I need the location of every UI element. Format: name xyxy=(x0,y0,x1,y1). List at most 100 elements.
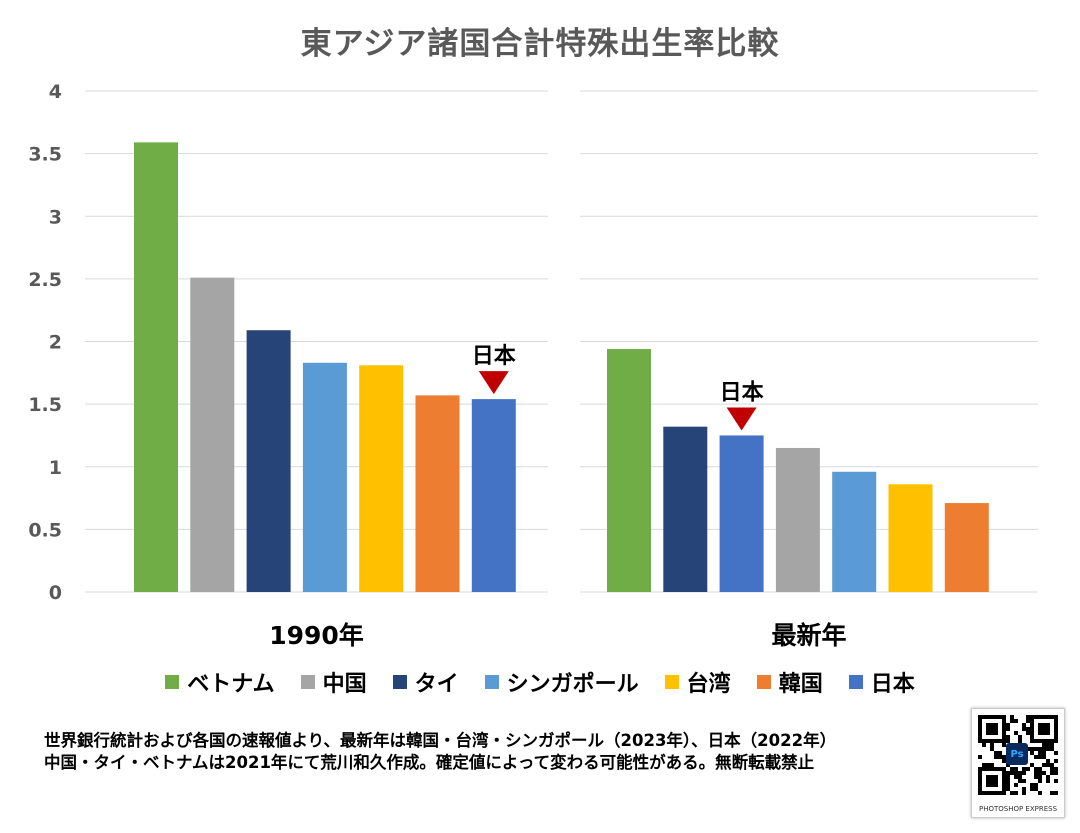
qr-module xyxy=(1018,779,1022,783)
y-tick-label: 3.5 xyxy=(28,144,62,166)
legend-item: タイ xyxy=(392,666,459,698)
qr-module xyxy=(1018,739,1022,743)
qr-module xyxy=(1038,755,1042,759)
source-note: 世界銀行統計および各国の速報値より、最新年は韓国・台湾・シンガポール（2023年… xyxy=(44,730,1044,774)
legend-swatch xyxy=(756,675,771,689)
legend-swatch xyxy=(165,675,180,689)
qr-module xyxy=(1038,751,1042,755)
qr-module xyxy=(982,763,986,767)
qr-module xyxy=(1050,763,1054,767)
group-label: 1990年 xyxy=(269,621,364,650)
qr-module xyxy=(1046,763,1050,767)
qr-module xyxy=(986,763,990,767)
qr-module xyxy=(1038,767,1042,771)
y-tick-label: 2.5 xyxy=(28,269,62,291)
qr-module xyxy=(1026,719,1030,723)
y-tick-label: 1.5 xyxy=(28,394,62,416)
qr-module xyxy=(1006,775,1010,779)
qr-module xyxy=(998,755,1002,759)
qr-module xyxy=(1046,743,1050,747)
qr-module xyxy=(1014,731,1018,735)
qr-module xyxy=(1026,767,1030,771)
source-note-line-1: 世界銀行統計および各国の速報値より、最新年は韓国・台湾・シンガポール（2023年… xyxy=(44,731,837,750)
y-tick-label: 4 xyxy=(49,81,62,103)
bar-latest-0 xyxy=(607,349,651,592)
qr-module xyxy=(1006,723,1010,727)
qr-module xyxy=(1010,771,1014,775)
qr-module xyxy=(1054,779,1058,783)
bar-latest-5 xyxy=(888,484,933,592)
qr-module xyxy=(1042,751,1046,755)
marker-label: 日本 xyxy=(720,380,764,405)
qr-module xyxy=(1034,747,1038,751)
qr-module xyxy=(1038,779,1042,783)
y-tick-label: 0.5 xyxy=(28,519,62,541)
qr-module xyxy=(982,743,986,747)
group-label: 最新年 xyxy=(771,621,846,650)
qr-module xyxy=(1054,767,1058,771)
qr-module xyxy=(1022,767,1026,771)
qr-module xyxy=(1030,783,1034,787)
legend-swatch xyxy=(848,675,863,689)
legend-swatch xyxy=(664,675,679,689)
qr-module xyxy=(1022,723,1026,727)
qr-module xyxy=(1030,763,1034,767)
qr-module xyxy=(1042,747,1046,751)
bar-1990-2 xyxy=(246,330,291,592)
qr-module xyxy=(1042,763,1046,767)
legend-label: ベトナム xyxy=(187,672,275,697)
legend-item: 台湾 xyxy=(664,666,731,698)
legend-item: 日本 xyxy=(848,666,915,698)
qr-module xyxy=(1010,719,1014,723)
marker-label: 日本 xyxy=(472,344,516,369)
qr-module xyxy=(1038,747,1042,751)
bar-latest-2 xyxy=(719,435,764,592)
qr-module xyxy=(1006,771,1010,775)
qr-module xyxy=(1002,755,1006,759)
qr-module xyxy=(1010,767,1014,771)
qr-module xyxy=(1002,743,1006,747)
legend-item: ベトナム xyxy=(165,666,275,698)
bar-latest-1 xyxy=(663,426,708,592)
qr-module xyxy=(1014,791,1018,795)
qr-module xyxy=(1014,719,1018,723)
photoshop-express-icon: Ps xyxy=(1006,743,1028,765)
qr-module xyxy=(1038,775,1042,779)
legend-swatch xyxy=(392,675,407,689)
qr-code-icon xyxy=(978,715,1058,795)
qr-module xyxy=(1022,779,1026,783)
qr-module xyxy=(1022,787,1026,791)
qr-module xyxy=(1006,739,1010,743)
y-tick-label: 0 xyxy=(49,582,62,604)
qr-module xyxy=(1026,715,1030,719)
qr-module xyxy=(1014,767,1018,771)
qr-module xyxy=(1034,787,1038,791)
qr-module xyxy=(1054,791,1058,795)
marker-arrow-icon xyxy=(478,371,509,395)
legend-item: 中国 xyxy=(300,666,367,698)
qr-module xyxy=(1034,783,1038,787)
qr-module xyxy=(1018,771,1022,775)
legend-label: タイ xyxy=(414,672,459,697)
qr-module xyxy=(986,775,998,787)
qr-module xyxy=(1046,775,1050,779)
bar-1990-3 xyxy=(302,362,347,592)
qr-module xyxy=(1034,775,1038,779)
qr-code-badge[interactable]: Ps PHOTOSHOP EXPRESS xyxy=(971,708,1065,818)
marker-arrow-icon xyxy=(726,407,757,431)
qr-module xyxy=(1038,771,1042,775)
qr-module xyxy=(1002,759,1006,763)
qr-module xyxy=(1010,791,1014,795)
legend-label: シンガポール xyxy=(506,672,639,697)
qr-module xyxy=(1026,731,1030,735)
y-tick-label: 1 xyxy=(49,457,62,479)
qr-module xyxy=(1006,779,1010,783)
qr-module xyxy=(1018,735,1022,739)
y-tick-label: 3 xyxy=(49,206,62,228)
source-note-line-2: 中国・タイ・ベトナムは2021年にて荒川和久作成。確定値によって変わる可能性があ… xyxy=(44,753,815,772)
qr-module xyxy=(990,763,994,767)
bar-latest-4 xyxy=(832,471,877,592)
qr-module xyxy=(1042,755,1046,759)
qr-module xyxy=(1046,759,1050,763)
